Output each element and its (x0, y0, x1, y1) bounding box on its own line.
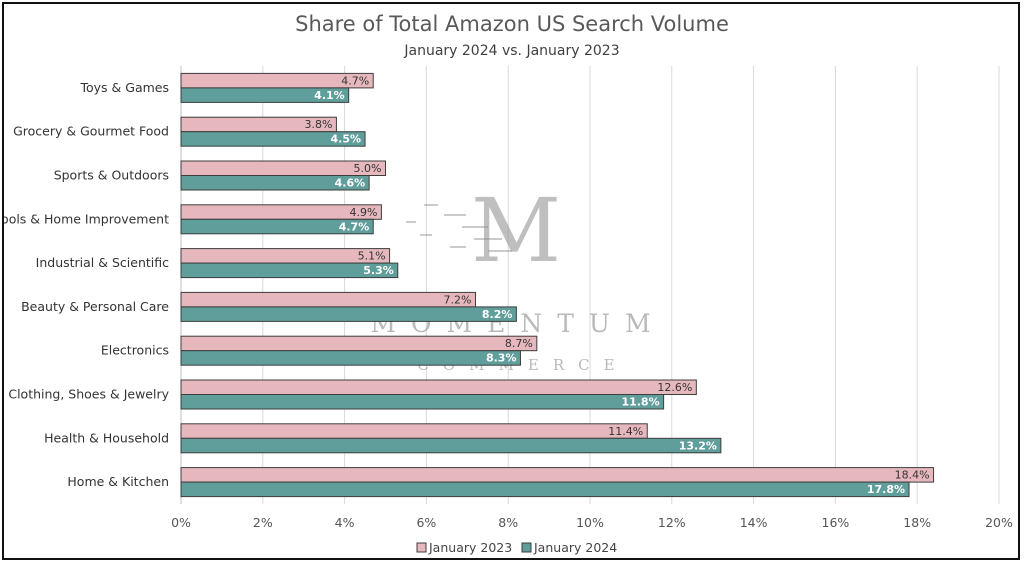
bar-january-2024-grocery-gourmet-food (180, 131, 366, 147)
bar-january-2024-beauty-personal-care (180, 306, 517, 322)
bar-january-2024-health-household (180, 437, 722, 454)
x-tick-label: 10% (576, 515, 604, 530)
bar-january-2024-electronics (180, 350, 521, 366)
legend-label-january-2024: January 2024 (533, 540, 617, 555)
data-label-january-2023-home-kitchen: 18.4% (895, 469, 930, 482)
category-label-tools-home-improvement: Tools & Home Improvement (4, 211, 169, 226)
bar-january-2024-tools-home-improvement (180, 218, 374, 235)
bar-january-2024-clothing-shoes-jewelry (180, 394, 665, 410)
category-label-grocery-gourmet-food: Grocery & Gourmet Food (13, 124, 169, 139)
data-label-january-2023-electronics: 8.7% (505, 337, 533, 350)
data-label-january-2024-home-kitchen: 17.8% (867, 483, 905, 496)
bar-january-2023-health-household (180, 423, 648, 439)
data-label-january-2023-clothing-shoes-jewelry: 12.6% (657, 381, 692, 394)
data-label-january-2024-grocery-gourmet-food: 4.5% (331, 133, 362, 146)
bar-january-2023-clothing-shoes-jewelry (180, 379, 697, 395)
data-label-january-2024-sports-outdoors: 4.6% (335, 177, 366, 190)
x-tick-label: 6% (416, 515, 436, 530)
legend-label-january-2023: January 2023 (428, 540, 512, 555)
data-label-january-2024-health-household: 13.2% (679, 439, 717, 452)
bar-january-2024-sports-outdoors (180, 175, 370, 191)
x-tick-label: 18% (903, 515, 931, 530)
chart-title: Share of Total Amazon US Search Volume (295, 12, 729, 36)
x-tick-label: 8% (498, 515, 518, 530)
x-tick-label: 2% (253, 515, 273, 530)
bar-january-2024-industrial-scientific (180, 262, 399, 279)
watermark-dash (420, 234, 432, 236)
watermark-dash (474, 238, 502, 240)
category-label-sports-outdoors: Sports & Outdoors (54, 168, 169, 183)
legend-swatch-january-2024 (521, 542, 532, 553)
watermark-dash (488, 250, 512, 252)
bar-january-2023-beauty-personal-care (180, 291, 476, 308)
bar-january-2024-toys-games (180, 87, 350, 103)
data-label-january-2023-sports-outdoors: 5.0% (354, 162, 382, 175)
category-labels: Toys & Games Grocery & Gourmet Food Sports… (4, 80, 170, 489)
watermark-speed-lines (406, 204, 512, 252)
watermark-dash (406, 221, 416, 223)
x-tick-label: 16% (822, 515, 850, 530)
watermark-logo: M MOMENTUM COMMERCE (370, 179, 650, 374)
bar-chart: Share of Total Amazon US Search Volume J… (4, 12, 1013, 555)
data-label-january-2024-beauty-personal-care: 8.2% (482, 308, 513, 321)
watermark-dash (424, 204, 438, 206)
watermark-dash (462, 226, 488, 228)
bar-january-2024-home-kitchen (180, 481, 910, 498)
category-label-home-kitchen: Home & Kitchen (67, 474, 169, 489)
data-label-january-2023-tools-home-improvement: 4.9% (349, 206, 377, 219)
data-label-january-2023-industrial-scientific: 5.1% (358, 250, 386, 263)
watermark-letter: M (471, 179, 561, 282)
category-label-health-household: Health & Household (44, 430, 169, 445)
category-label-beauty-personal-care: Beauty & Personal Care (21, 299, 169, 314)
bar-january-2023-electronics (180, 335, 538, 352)
watermark-dash (444, 214, 466, 216)
data-label-january-2024-industrial-scientific: 5.3% (363, 264, 394, 277)
x-tick-label: 12% (658, 515, 686, 530)
x-tick-label: 0% (171, 515, 191, 530)
bars: 4.7%4.1%3.8%4.5%5.0%4.6%4.9%4.7%5.1%5.3%… (180, 72, 935, 498)
bar-january-2023-home-kitchen (180, 467, 935, 483)
x-tick-label: 4% (335, 515, 355, 530)
data-label-january-2024-electronics: 8.3% (486, 352, 517, 365)
x-tick-label: 14% (740, 515, 768, 530)
category-label-electronics: Electronics (101, 343, 169, 358)
data-label-january-2024-toys-games: 4.1% (314, 89, 345, 102)
x-axis-tick-labels: 0% 2% 4% 6% 8% 10% 12% 14% 16% 18% 20% (171, 515, 1013, 530)
data-label-january-2024-clothing-shoes-jewelry: 11.8% (621, 396, 659, 409)
data-label-january-2024-tools-home-improvement: 4.7% (339, 220, 370, 233)
data-label-january-2023-toys-games: 4.7% (341, 74, 369, 87)
legend-swatch-january-2023 (416, 542, 427, 553)
category-label-clothing-shoes-jewelry: Clothing, Shoes & Jewelry (8, 387, 169, 402)
category-label-toys-games: Toys & Games (80, 80, 170, 95)
data-label-january-2023-health-household: 11.4% (608, 425, 643, 438)
data-label-january-2023-grocery-gourmet-food: 3.8% (304, 118, 332, 131)
chart-subtitle: January 2024 vs. January 2023 (403, 43, 619, 59)
legend: January 2023 January 2024 (416, 540, 617, 555)
data-label-january-2023-beauty-personal-care: 7.2% (444, 293, 472, 306)
x-tick-label: 20% (985, 515, 1013, 530)
category-label-industrial-scientific: Industrial & Scientific (36, 255, 169, 270)
watermark-dash (450, 246, 466, 248)
